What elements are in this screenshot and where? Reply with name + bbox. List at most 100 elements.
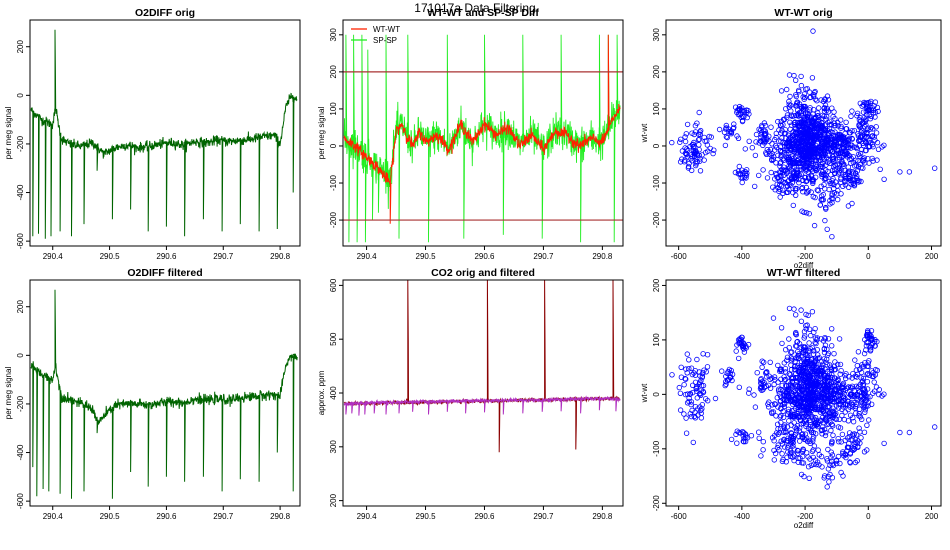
scatter-point <box>815 187 821 194</box>
scatter-point <box>829 475 836 481</box>
scatter-point <box>780 139 786 146</box>
scatter-point <box>732 169 739 176</box>
scatter-point <box>838 368 844 374</box>
scatter-point <box>845 398 851 405</box>
scatter-point <box>697 391 703 397</box>
x-tick-label: 290.4 <box>357 512 378 521</box>
scatter-point <box>865 334 871 340</box>
plot-frame <box>342 279 624 507</box>
scatter-point <box>691 413 698 420</box>
x-tick-label: 290.7 <box>533 512 554 521</box>
scatter-point <box>794 338 801 345</box>
scatter-point <box>824 226 830 232</box>
scatter-point <box>819 120 825 126</box>
scatter-point <box>802 431 809 437</box>
scatter-point <box>800 347 807 353</box>
x-tick-label: 290.7 <box>533 252 554 261</box>
scatter-point <box>775 362 781 369</box>
scatter-point <box>860 158 867 164</box>
scatter-point <box>814 187 820 193</box>
scatter-point <box>816 131 823 137</box>
panel-title: WT-WT orig <box>774 7 832 19</box>
scatter-point <box>682 157 688 163</box>
scatter-point <box>857 414 864 420</box>
scatter-point <box>834 387 840 393</box>
scatter-point <box>800 447 807 453</box>
scatter-point <box>814 396 821 403</box>
scatter-point <box>771 438 777 444</box>
scatter-point <box>781 147 788 153</box>
scatter-point <box>800 356 807 362</box>
scatter-point <box>758 380 764 386</box>
scatter-point <box>723 373 729 380</box>
scatter-point <box>696 369 702 375</box>
plot-area <box>669 28 938 240</box>
series-line-wt-wt <box>343 34 621 224</box>
scatter-point <box>807 164 813 170</box>
scatter-point <box>839 431 846 438</box>
panel-title: WT-WT filtered <box>767 267 841 279</box>
scatter-point <box>777 194 783 200</box>
scatter-point <box>875 146 882 152</box>
scatter-point <box>792 174 798 180</box>
scatter-point <box>798 155 804 161</box>
scatter-point <box>874 104 881 111</box>
scatter-point <box>798 471 805 478</box>
scatter-point <box>783 459 789 465</box>
scatter-point <box>794 99 801 105</box>
scatter-point <box>737 336 743 342</box>
scatter-point <box>708 134 714 140</box>
scatter-point <box>853 144 860 150</box>
scatter-point <box>800 114 807 121</box>
scatter-point <box>791 397 798 403</box>
y-tick-label: -400 <box>16 184 25 201</box>
scatter-point <box>677 390 684 396</box>
scatter-point <box>829 130 836 136</box>
scatter-point <box>767 359 773 365</box>
scatter-point <box>801 174 808 180</box>
scatter-point <box>801 329 808 335</box>
scatter-point <box>702 138 708 144</box>
scatter-point <box>816 129 822 135</box>
scatter-point <box>795 375 801 381</box>
y-tick-label: 200 <box>329 493 338 507</box>
scatter-point <box>858 133 864 139</box>
scatter-point <box>824 362 830 368</box>
scatter-point <box>736 355 742 362</box>
scatter-point <box>804 189 810 195</box>
scatter-point <box>869 401 875 407</box>
scatter-point <box>810 429 817 436</box>
x-tick-label: 290.6 <box>474 252 495 261</box>
plot-area <box>30 289 298 499</box>
scatter-point <box>791 72 797 79</box>
scatter-point <box>698 407 704 413</box>
scatter-point <box>753 139 759 145</box>
scatter-point <box>694 158 700 165</box>
scatter-point <box>695 406 701 412</box>
scatter-point <box>825 446 831 453</box>
scatter-point <box>801 335 807 341</box>
x-tick-label: 290.7 <box>213 252 234 261</box>
scatter-point <box>838 123 844 130</box>
scatter-point <box>683 376 689 382</box>
legend-label: WT-WT <box>373 25 400 34</box>
scatter-point <box>825 109 832 115</box>
scatter-point <box>795 413 802 419</box>
scatter-point <box>819 141 826 147</box>
scatter-point <box>694 356 700 363</box>
scatter-point <box>906 429 913 436</box>
scatter-point <box>804 364 811 371</box>
x-tick-label: 200 <box>925 512 939 521</box>
scatter-point <box>805 312 811 319</box>
y-tick-label: 100 <box>329 102 338 116</box>
scatter-point <box>857 150 864 157</box>
scatter-point <box>800 431 806 437</box>
scatter-point <box>798 318 805 324</box>
scatter-point <box>677 407 684 413</box>
x-tick-label: 290.5 <box>416 252 437 261</box>
scatter-point <box>835 376 841 383</box>
scatter-point <box>854 371 861 377</box>
y-tick-label: 200 <box>16 40 25 54</box>
scatter-point <box>863 101 870 107</box>
scatter-point <box>870 390 876 396</box>
